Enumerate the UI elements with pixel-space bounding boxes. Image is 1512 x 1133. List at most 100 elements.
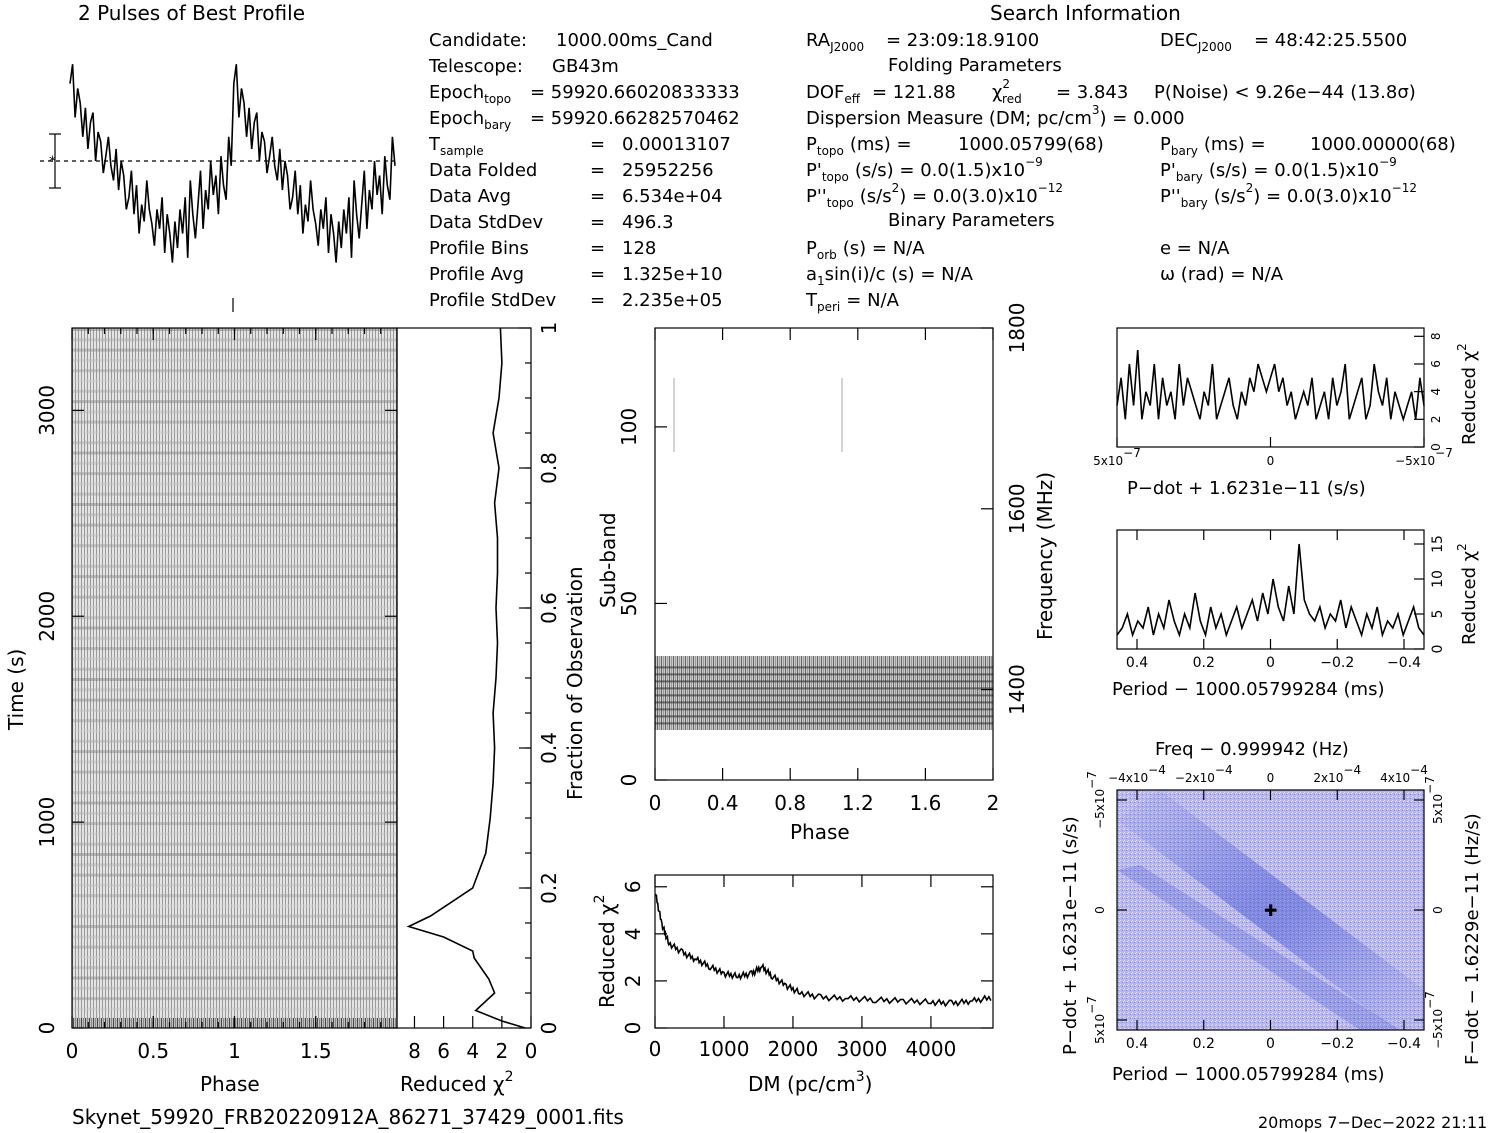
tick-exponent: −7 (1085, 996, 1099, 1014)
search-info: RAJ2000 = 23:09:18.9100 DECJ2000 = 48:42… (805, 30, 1456, 314)
eq-sign: = (590, 186, 605, 207)
period-x-tick-label: 0.2 (1193, 655, 1215, 671)
time-phase-row (72, 554, 397, 558)
data-stddev-value: 496.3 (622, 212, 674, 233)
subband-y-tick-label: 50 (617, 591, 641, 616)
subband-x-tick-label: 1.6 (909, 791, 941, 815)
tick-exponent: −4 (1343, 763, 1361, 777)
chi2-time-y-ticks: 0 0.2 0.4 0.6 0.8 1 (519, 322, 561, 1035)
dm-label: Dispersion Measure (DM; pc/cm3) = 0.000 (806, 103, 1185, 129)
period-pdot-x-tick-label: 0.4 (1126, 1036, 1148, 1052)
time-phase-row (72, 523, 397, 527)
pdot-x-tick-label: −5x10−7 (1395, 446, 1453, 468)
time-phase-row (72, 441, 397, 445)
epoch-topo-value: = 59920.66020833333 (530, 82, 740, 103)
time-phase-x-ticks: 0 0.5 1 1.5 (66, 328, 382, 1063)
pdot-y-tick-label: 2 (1429, 416, 1443, 424)
chi2-time-ylabel: Fraction of Observation (563, 566, 587, 800)
time-phase-y-tick-label: 3000 (35, 385, 59, 436)
time-phase-row (72, 986, 397, 990)
period-pdot-x-tick-label: −0.2 (1320, 1036, 1354, 1052)
subband-freq-ticks: 1400 1600 1800 (981, 303, 1029, 715)
epoch-bary-value: = 59920.66282570462 (530, 108, 740, 129)
time-phase-row (72, 780, 397, 784)
time-phase-row (72, 533, 397, 537)
period-chi2-frame (1116, 529, 1425, 650)
time-phase-row (72, 925, 397, 929)
chi2-time-y-tick-label: 0.8 (537, 452, 561, 484)
time-phase-row (72, 832, 397, 836)
dm-x-tick-label: 1000 (699, 1037, 750, 1061)
dec-value: = 48:42:25.5500 (1254, 30, 1407, 51)
time-phase-row (72, 914, 397, 918)
subband-row (655, 722, 993, 725)
subband-row (655, 673, 993, 676)
time-phase-row (72, 492, 397, 496)
time-phase-row (72, 513, 397, 517)
profile-avg-label: Profile Avg (429, 264, 524, 285)
time-phase-image (72, 328, 397, 1028)
period-chi2-plot: 0.4 0.2 0 −0.2 −0.4 0 5 10 15 Period − 1000.057… (1112, 529, 1480, 700)
folding-title: Folding Parameters (888, 55, 1062, 76)
time-phase-row (72, 894, 397, 898)
time-phase-row (72, 698, 397, 702)
subband-x-ticks: 0 0.4 0.8 1.2 1.6 2 (649, 328, 999, 815)
dm-chi2-line (654, 893, 992, 1008)
profile-plot: * (40, 64, 396, 312)
search-title: Search Information (990, 1, 1181, 25)
time-phase-row (72, 801, 397, 805)
dm-y-tick-label: 2 (621, 975, 645, 988)
candidate-info: Candidate: 1000.00ms_Cand Telescope: GB4… (428, 30, 740, 311)
tsample-label: Tsample (428, 134, 484, 158)
time-phase-row (72, 955, 397, 959)
chi2-time-y-tick-label: 1 (537, 322, 561, 335)
period-x-ticks: 0.4 0.2 0 −0.2 −0.4 (1126, 530, 1421, 671)
eccentricity: e = N/A (1160, 238, 1230, 259)
tick-exponent: −7 (1423, 776, 1437, 794)
time-phase-y-tick-label: 0 (35, 1022, 59, 1035)
period-y-tick-label: 10 (1430, 570, 1446, 588)
eq-sign: = (590, 134, 605, 155)
chi2-time-xlabel: Reduced χ2 (400, 1069, 514, 1096)
chi2-time-y-tick-label: 0.6 (537, 592, 561, 624)
chi2-time-x-tick-label: 2 (496, 1039, 509, 1063)
time-phase-row (72, 976, 397, 980)
time-phase-x-tick-label: 1.5 (300, 1039, 332, 1063)
time-phase-row (72, 883, 397, 887)
period-pdot-x-tick-label: −0.4 (1387, 1036, 1421, 1052)
chi2-time-x-tick-label: 8 (408, 1039, 421, 1063)
subband-frame (654, 327, 994, 781)
dec-label: DECJ2000 (1160, 30, 1232, 54)
profile-stddev-value: 2.235e+05 (622, 290, 723, 311)
time-phase-row (72, 647, 397, 651)
period-pdot-x-ticks: 0.4 0.2 0 −0.2 −0.4 (1126, 1020, 1421, 1052)
time-phase-y-ticks: 0 1000 2000 3000 (35, 385, 397, 1034)
dm-y-ticks: 0 2 4 6 (621, 880, 993, 1034)
subband-row (655, 680, 993, 683)
period-pdot-y-tick-label: 5x10−7 (1085, 996, 1107, 1044)
pdot-ylabel: Reduced χ2 (1455, 343, 1480, 445)
pdot-y-tick-label: 0 (1429, 443, 1443, 451)
pdot-y-tick-label: 8 (1429, 332, 1443, 340)
period-pdot-peak-icon: ✚ (1264, 901, 1277, 920)
porb: Porb (s) = N/A (806, 238, 925, 262)
time-phase-row (72, 410, 397, 414)
data-folded-label: Data Folded (429, 160, 537, 181)
period-pdot-y2label: F−dot − 1.6229e−11 (Hz/s) (1462, 813, 1483, 1065)
time-phase-row (72, 760, 397, 764)
subband-row (655, 708, 993, 711)
chi2-time-y-tick-label: 0 (537, 1022, 561, 1035)
time-phase-row (72, 430, 397, 434)
time-phase-rows (72, 328, 397, 1021)
subband-x-tick-label: 0.4 (707, 791, 739, 815)
subband-row (655, 687, 993, 690)
dm-x-tick-label: 2000 (768, 1037, 819, 1061)
tick-exponent: −7 (1123, 446, 1141, 460)
epoch-bary-label: Epochbary (429, 108, 511, 132)
pdot-x-tick-label: 0 (1267, 454, 1275, 468)
period-x-tick-label: 0.4 (1126, 655, 1148, 671)
time-phase-row (72, 853, 397, 856)
binary-title: Binary Parameters (888, 210, 1055, 231)
time-phase-row (72, 739, 397, 743)
